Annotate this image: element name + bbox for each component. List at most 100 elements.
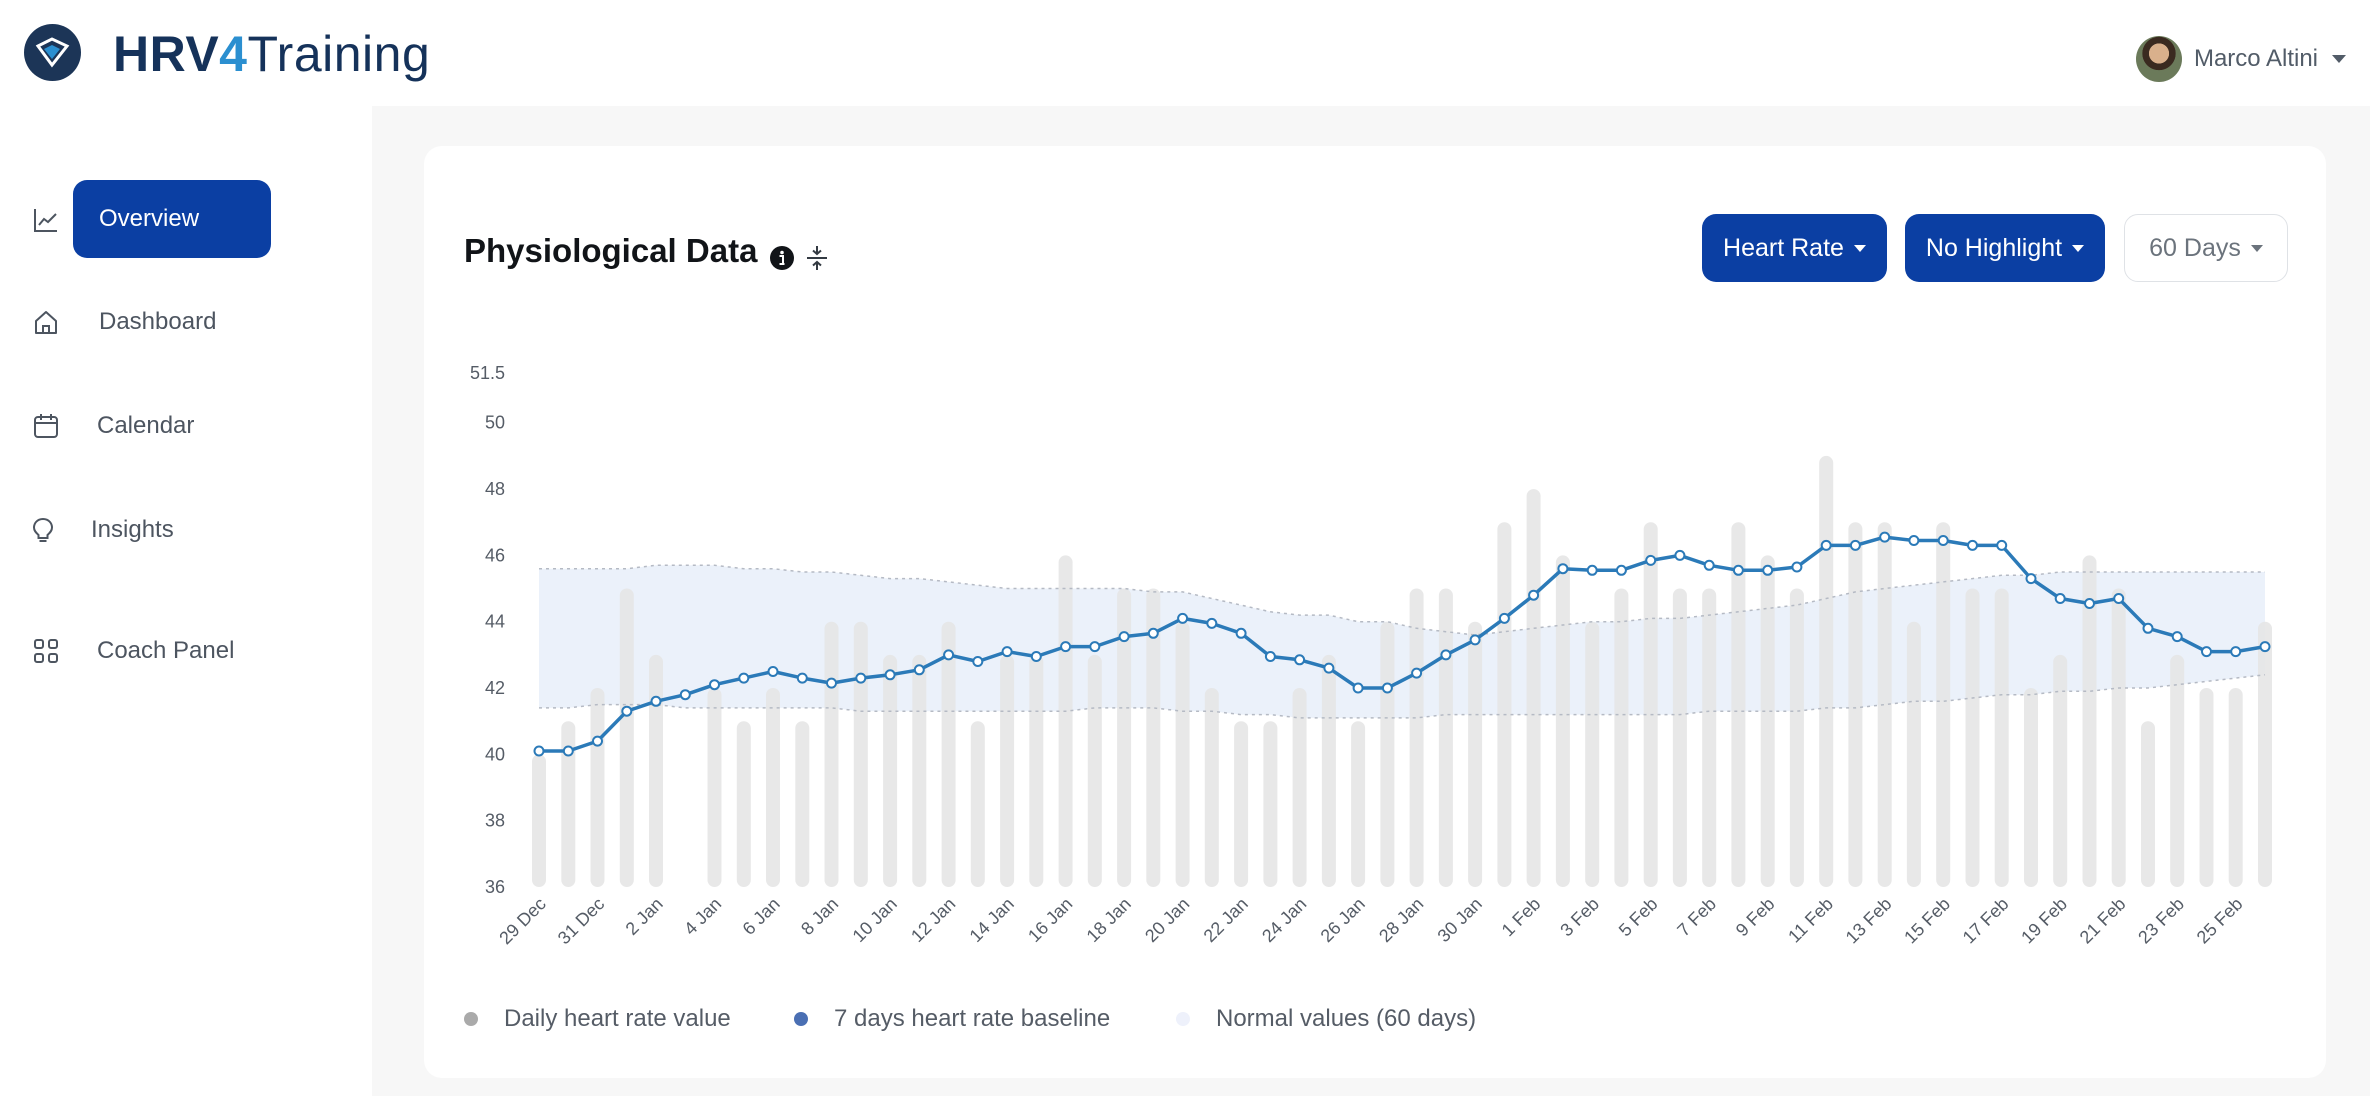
daily-hr-bar: [1936, 522, 1951, 887]
daily-hr-bar: [619, 588, 634, 887]
daily-hr-bar: [1906, 621, 1921, 887]
daily-hr-bar: [649, 654, 663, 887]
daily-hr-bar: [1789, 588, 1804, 887]
baseline-point: [796, 672, 808, 684]
daily-hr-bar: [532, 754, 546, 887]
x-tick-label: 25 Feb: [2193, 894, 2247, 948]
baseline-point: [2025, 573, 2037, 585]
metric-dropdown-label: Heart Rate: [1723, 233, 1844, 262]
daily-hr-bar: [2141, 721, 2155, 887]
sidebar-item-dashboard[interactable]: Dashboard: [99, 308, 216, 336]
daily-hr-bar: [1731, 522, 1746, 887]
baseline-point: [1937, 535, 1949, 546]
baseline-point: [1703, 559, 1715, 571]
daily-hr-bar: [1497, 522, 1512, 887]
baseline-point: [2054, 593, 2066, 604]
baseline-point: [1820, 539, 1832, 551]
normal-range-lower: [539, 674, 2266, 719]
baseline-point: [1791, 561, 1803, 573]
baseline-point: [1908, 535, 1920, 546]
baseline-point: [738, 672, 750, 684]
home-icon: [35, 311, 57, 334]
x-tick-label: 21 Feb: [2076, 894, 2130, 948]
sidebar-item-insights[interactable]: Insights: [91, 516, 174, 544]
x-tick-label: 10 Jan: [849, 894, 901, 946]
legend-dot: [464, 1012, 478, 1026]
baseline-point: [1528, 589, 1540, 601]
legend-dot: [794, 1012, 808, 1026]
sidebar-item-coach-panel[interactable]: Coach Panel: [97, 637, 234, 665]
x-tick-label: 12 Jan: [907, 894, 959, 946]
baseline-point: [621, 705, 633, 717]
daily-hr-bar: [1351, 721, 1366, 887]
daily-hr-bar: [1321, 654, 1336, 887]
legend-label: 7 days heart rate baseline: [834, 1005, 1111, 1032]
baseline-point: [1586, 564, 1598, 576]
daily-hr-bar: [1848, 522, 1863, 887]
daily-hr-bar: [766, 688, 780, 887]
legend-normal[interactable]: Normal values (60 days): [1176, 1005, 1476, 1033]
x-tick-label: 11 Feb: [1784, 894, 1837, 947]
x-tick-label: 7 Feb: [1673, 894, 1720, 941]
legend-daily[interactable]: Daily heart rate value: [464, 1005, 731, 1033]
daily-hr-bar: [1614, 588, 1629, 887]
daily-hr-bar: [561, 721, 576, 887]
hrv4training-logo[interactable]: [24, 24, 81, 81]
daily-hr-bar: [1029, 654, 1044, 887]
sidebar-item-overview[interactable]: Overview: [73, 180, 271, 258]
highlight-dropdown[interactable]: No Highlight: [1905, 214, 2105, 282]
baseline-point: [1557, 563, 1569, 575]
daily-hr-bar: [970, 721, 985, 887]
baseline-point: [855, 672, 867, 684]
compress-icon[interactable]: [803, 244, 831, 272]
daily-hr-bar: [1526, 489, 1541, 887]
chevron-down-icon: [1853, 244, 1866, 252]
daily-hr-bar: [1117, 588, 1132, 887]
x-tick-label: 13 Feb: [1842, 894, 1896, 948]
daily-hr-bar: [1702, 588, 1717, 887]
daily-hr-bar: [1204, 688, 1219, 887]
baseline-point: [1177, 612, 1189, 624]
range-dropdown[interactable]: 60 Days: [2124, 214, 2288, 282]
baseline-point: [1206, 617, 1218, 629]
user-name: Marco Altini: [2193, 45, 2318, 72]
range-dropdown-label: 60 Days: [2149, 233, 2241, 262]
line-chart-icon: [34, 209, 57, 232]
daily-hr-bar: [1263, 721, 1278, 887]
baseline-point: [533, 745, 545, 757]
daily-hr-bar: [883, 654, 898, 887]
x-tick-label: 22 Jan: [1200, 894, 1252, 946]
metric-dropdown[interactable]: Heart Rate: [1702, 214, 1887, 282]
baseline-point: [1089, 641, 1101, 653]
daily-hr-bar: [1087, 654, 1102, 887]
daily-hr-bar: [2228, 688, 2243, 887]
baseline-point: [679, 689, 691, 701]
brand-name[interactable]: HRV4Training: [113, 26, 431, 82]
baseline-point: [1440, 649, 1452, 661]
daily-hr-bar: [2024, 688, 2038, 887]
x-tick-label: 2 Jan: [622, 894, 667, 939]
avatar[interactable]: [2135, 36, 2182, 82]
sidebar-item-calendar[interactable]: Calendar: [97, 412, 194, 440]
daily-hr-bar: [1468, 621, 1483, 887]
x-tick-label: 24 Jan: [1258, 894, 1310, 946]
grid-icon: [34, 639, 58, 663]
user-menu[interactable]: Marco Altini: [2135, 36, 2346, 82]
y-tick-label: 36: [485, 877, 505, 897]
daily-hr-bar: [1585, 621, 1600, 887]
info-icon[interactable]: [769, 245, 795, 271]
daily-hr-bar: [1292, 688, 1307, 887]
baseline-point: [1615, 564, 1627, 576]
daily-hr-bar: [2199, 688, 2214, 887]
daily-hr-bar: [853, 621, 868, 887]
baseline-point: [2171, 631, 2183, 643]
daily-hr-bar: [1234, 721, 1249, 887]
legend-baseline[interactable]: 7 days heart rate baseline: [794, 1005, 1110, 1033]
daily-hr-bar: [707, 688, 722, 887]
lightbulb-icon: [32, 517, 54, 542]
y-tick-label: 42: [485, 678, 505, 698]
legend-label: Normal values (60 days): [1216, 1005, 1477, 1032]
daily-hr-bar: [1146, 588, 1161, 887]
daily-hr-bar: [2111, 588, 2126, 887]
